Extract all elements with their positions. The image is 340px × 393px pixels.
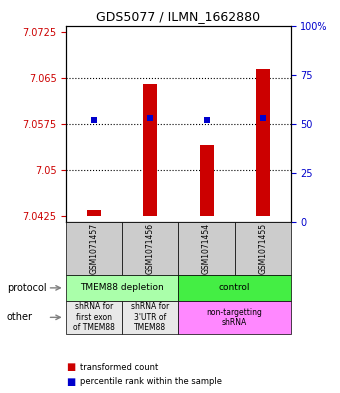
Text: GSM1071457: GSM1071457: [90, 223, 99, 274]
Bar: [143, 84, 157, 216]
Text: ■: ■: [66, 362, 75, 373]
Bar: [200, 145, 214, 216]
Text: protocol: protocol: [7, 283, 47, 293]
Text: GSM1071455: GSM1071455: [258, 223, 267, 274]
Title: GDS5077 / ILMN_1662880: GDS5077 / ILMN_1662880: [97, 10, 260, 23]
Text: GSM1071454: GSM1071454: [202, 223, 211, 274]
Text: ■: ■: [66, 377, 75, 387]
Text: shRNA for
3'UTR of
TMEM88: shRNA for 3'UTR of TMEM88: [131, 303, 170, 332]
Bar: [256, 68, 270, 216]
Bar: [87, 210, 101, 216]
Text: GSM1071456: GSM1071456: [146, 223, 155, 274]
Text: transformed count: transformed count: [80, 363, 158, 372]
Text: percentile rank within the sample: percentile rank within the sample: [80, 378, 222, 386]
Text: other: other: [7, 312, 33, 322]
Text: shRNA for
first exon
of TMEM88: shRNA for first exon of TMEM88: [73, 303, 115, 332]
Text: TMEM88 depletion: TMEM88 depletion: [81, 283, 164, 292]
Text: non-targetting
shRNA: non-targetting shRNA: [207, 308, 262, 327]
Text: control: control: [219, 283, 250, 292]
